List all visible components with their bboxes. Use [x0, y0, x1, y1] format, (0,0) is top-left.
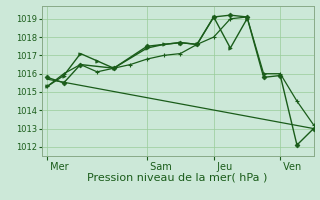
X-axis label: Pression niveau de la mer( hPa ): Pression niveau de la mer( hPa ) — [87, 173, 268, 183]
